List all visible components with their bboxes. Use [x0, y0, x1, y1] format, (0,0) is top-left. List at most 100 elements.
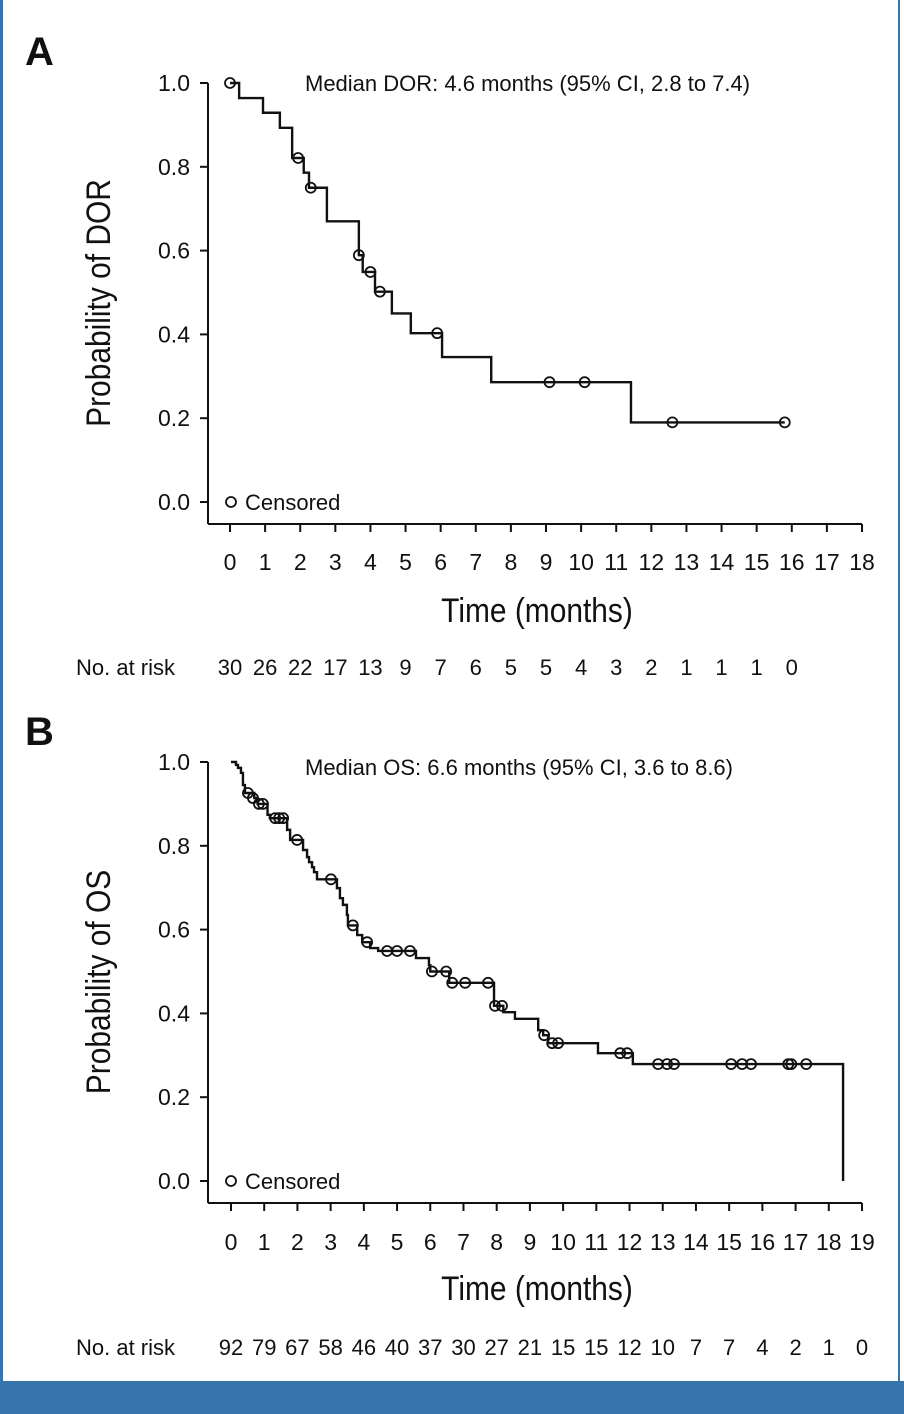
censor-mark	[404, 945, 416, 957]
censor-mark	[725, 1058, 738, 1070]
risk-count: 10	[650, 1335, 674, 1360]
median-annotation: Median OS: 6.6 months (95% CI, 3.6 to 8.…	[305, 755, 733, 780]
x-tick-label: 12	[639, 549, 665, 575]
bottom-bar	[0, 1381, 904, 1414]
y-tick-label: 0.2	[158, 405, 190, 431]
risk-count: 1	[715, 655, 727, 680]
censor-mark	[668, 1058, 680, 1070]
censor-mark	[292, 152, 305, 164]
censor-mark	[778, 416, 791, 429]
x-tick-label: 16	[750, 1229, 776, 1255]
censor-mark	[459, 976, 472, 989]
risk-count: 27	[484, 1335, 508, 1360]
x-tick-label: 11	[604, 549, 628, 575]
risk-count: 4	[575, 655, 587, 680]
censor-mark	[291, 834, 303, 846]
x-tick-label: 18	[849, 549, 875, 575]
survival-curve	[231, 760, 845, 1181]
y-tick-label: 0.4	[158, 1000, 190, 1026]
x-tick-label: 1	[258, 1229, 271, 1255]
censor-mark	[374, 285, 386, 298]
y-axis-label: Probability of DOR	[79, 179, 117, 427]
x-tick-label: 8	[490, 1229, 503, 1255]
risk-count: 15	[584, 1335, 608, 1360]
risk-count: 30	[451, 1335, 475, 1360]
risk-count: 79	[252, 1335, 276, 1360]
censor-mark	[352, 249, 365, 262]
y-tick-label: 0.4	[158, 321, 190, 347]
risk-table-label: No. at risk	[76, 655, 176, 680]
y-tick-label: 0.6	[158, 917, 190, 943]
censor-mark	[666, 416, 679, 429]
x-tick-label: 12	[617, 1229, 643, 1255]
risk-count: 21	[518, 1335, 542, 1360]
x-tick-label: 0	[224, 549, 237, 575]
censor-mark	[652, 1058, 664, 1070]
risk-count: 1	[680, 655, 692, 680]
risk-count: 12	[617, 1335, 641, 1360]
risk-count: 6	[470, 655, 482, 680]
x-tick-label: 7	[469, 549, 482, 575]
risk-count: 1	[751, 655, 763, 680]
censor-mark	[269, 812, 282, 825]
risk-count: 37	[418, 1335, 442, 1360]
censor-mark	[426, 965, 438, 978]
risk-count: 5	[505, 655, 517, 680]
censor-mark	[543, 376, 556, 389]
risk-count: 2	[789, 1335, 801, 1360]
x-tick-label: 11	[584, 1229, 608, 1255]
risk-count: 3	[610, 655, 622, 680]
x-tick-label: 13	[650, 1229, 676, 1255]
figure-frame	[0, 0, 900, 1381]
risk-count: 67	[285, 1335, 309, 1360]
x-tick-label: 14	[709, 549, 735, 575]
risk-count: 17	[323, 655, 347, 680]
x-tick-label: 9	[523, 1229, 536, 1255]
censor-mark	[277, 812, 290, 825]
survival-curve	[230, 81, 785, 424]
censor-mark	[800, 1058, 813, 1070]
risk-count: 46	[352, 1335, 376, 1360]
risk-count: 22	[288, 655, 312, 680]
risk-count: 15	[551, 1335, 575, 1360]
x-axis-label: Time (months)	[441, 591, 633, 629]
risk-table-label: No. at risk	[76, 1335, 176, 1360]
censor-mark	[361, 936, 374, 949]
x-tick-label: 9	[540, 549, 553, 575]
risk-count: 58	[318, 1335, 342, 1360]
censor-mark	[431, 327, 444, 340]
censor-mark	[252, 798, 265, 810]
censor-mark	[621, 1047, 634, 1060]
y-tick-label: 0.8	[158, 833, 190, 859]
censor-mark	[364, 266, 377, 278]
censor-mark	[614, 1047, 627, 1060]
x-tick-label: 0	[225, 1229, 238, 1255]
risk-count: 30	[218, 655, 242, 680]
x-tick-label: 18	[816, 1229, 842, 1255]
risk-count: 0	[786, 655, 798, 680]
x-tick-label: 19	[849, 1229, 875, 1255]
censor-mark	[496, 999, 508, 1012]
censor-mark	[247, 792, 259, 804]
censor-mark	[391, 945, 403, 957]
x-tick-label: 15	[716, 1229, 742, 1255]
x-tick-label: 10	[550, 1229, 576, 1255]
risk-count: 13	[358, 655, 382, 680]
censor-mark	[346, 919, 359, 932]
censor-mark	[489, 999, 501, 1012]
x-tick-label: 14	[683, 1229, 709, 1255]
x-tick-label: 10	[568, 549, 594, 575]
risk-count: 4	[756, 1335, 768, 1360]
panel-label: B	[25, 710, 54, 754]
censor-mark	[785, 1058, 798, 1070]
x-tick-label: 17	[783, 1229, 809, 1255]
x-tick-label: 6	[434, 549, 447, 575]
x-tick-label: 7	[457, 1229, 470, 1255]
y-tick-label: 0.6	[158, 238, 190, 264]
censor-mark	[482, 976, 494, 989]
x-tick-label: 5	[391, 1229, 404, 1255]
risk-count: 0	[856, 1335, 868, 1360]
x-tick-label: 4	[364, 549, 377, 575]
x-tick-label: 3	[329, 549, 342, 575]
